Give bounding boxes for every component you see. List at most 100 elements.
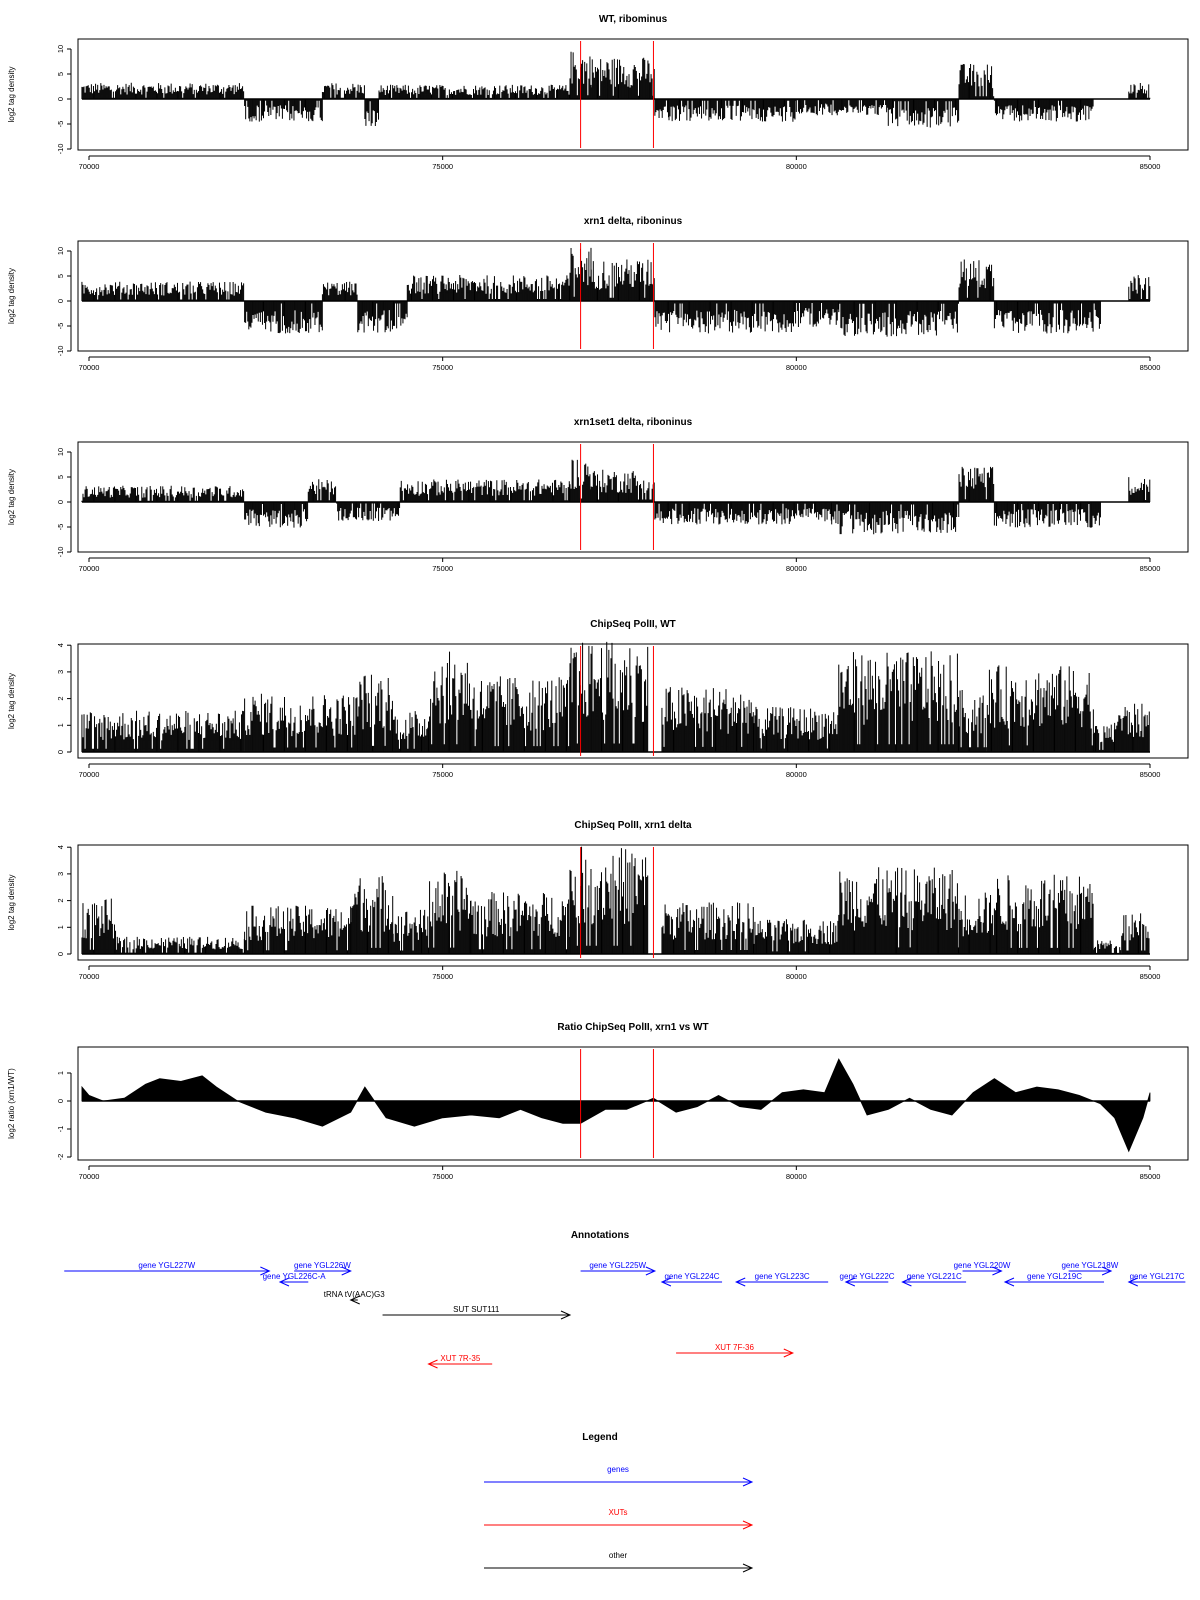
x-tick-label: 85000 — [1140, 1172, 1161, 1181]
chart-panel-2: xrn1 delta, riboninus log2 tag density 700… — [7, 216, 1189, 372]
bar-segment — [838, 867, 959, 954]
y-tick-label: 2 — [56, 697, 65, 701]
y-tick-label: 5 — [56, 475, 65, 479]
annotation-label: gene YGL223C — [755, 1272, 810, 1281]
y-axis-label: log2 tag density — [7, 66, 16, 122]
annotation-label: gene YGL224C — [664, 1272, 719, 1281]
bar-segment — [569, 247, 592, 301]
bar-segment — [81, 82, 245, 99]
bar-segment — [986, 665, 1094, 752]
x-tick-label: 85000 — [1140, 564, 1161, 573]
bar-segment — [470, 892, 571, 954]
annotation-label: gene YGL220W — [954, 1261, 1011, 1270]
y-tick-label: 2 — [56, 899, 65, 903]
bar-series — [81, 846, 1150, 954]
chart-title: xrn1set1 delta, riboninus — [574, 417, 693, 428]
x-tick-label: 80000 — [786, 972, 807, 981]
x-tick-label: 70000 — [79, 1172, 100, 1181]
bar-segment — [428, 870, 472, 954]
chart-title: ChipSeq PolII, WT — [590, 619, 676, 630]
bar-segment — [1092, 940, 1122, 954]
bar-segment — [428, 651, 472, 752]
annotation-gene: gene YGL226W — [294, 1261, 352, 1276]
y-tick-label: -5 — [56, 121, 65, 128]
y-tick-label: -10 — [56, 547, 65, 558]
legend-label: genes — [607, 1465, 629, 1474]
chart-panel-3: xrn1set1 delta, riboninus log2 tag densit… — [7, 417, 1189, 573]
bar-segment — [958, 892, 995, 954]
annotation-arrow-head — [349, 1295, 360, 1305]
annotation-gene: gene YGL218W — [1061, 1261, 1119, 1276]
annotation-label: tRNA tV(AAC)G3 — [324, 1290, 385, 1299]
x-tick-label: 85000 — [1140, 972, 1161, 981]
bar-segment — [661, 687, 754, 752]
bar-segment — [357, 301, 408, 333]
x-tick-label: 85000 — [1140, 363, 1161, 372]
y-tick-label: -5 — [56, 323, 65, 330]
x-tick-label: 75000 — [432, 770, 453, 779]
bar-segment — [753, 706, 839, 752]
annotation-label: gene YGL222C — [840, 1272, 895, 1281]
bar-segment — [1128, 275, 1151, 301]
bar-segment — [392, 711, 429, 752]
y-tick-label: 5 — [56, 72, 65, 76]
annotation-arrow-head — [427, 1359, 438, 1369]
y-tick-label: 0 — [56, 97, 65, 101]
bar-segment — [958, 64, 995, 99]
bar-segment — [470, 676, 571, 752]
legend-item-gene: genes — [484, 1465, 754, 1487]
bar-segment — [838, 301, 959, 337]
annotation-gene: gene YGL222C — [840, 1272, 895, 1287]
bar-segment — [364, 99, 380, 127]
bar-segment — [406, 275, 570, 301]
annotation-arrow-head — [734, 1277, 746, 1287]
bar-segment — [350, 876, 394, 954]
annotation-gene: gene YGL219C — [1003, 1272, 1105, 1287]
annotation-arrow-head — [1101, 1266, 1113, 1276]
annotation-label: gene YGL219C — [1027, 1272, 1082, 1281]
chart-title: xrn1 delta, riboninus — [584, 216, 683, 227]
bar-segment — [569, 459, 592, 502]
x-tick-label: 70000 — [79, 162, 100, 171]
x-tick-label: 75000 — [432, 564, 453, 573]
x-tick-label: 80000 — [786, 1172, 807, 1181]
bar-segment — [838, 651, 959, 752]
bar-segment — [569, 846, 649, 954]
bar-segment — [958, 466, 995, 502]
chart-title: Ratio ChipSeq PolII, xrn1 vs WT — [557, 1022, 708, 1033]
bar-segment — [244, 502, 309, 528]
x-tick-label: 70000 — [79, 770, 100, 779]
annotation-gene: gene YGL221C — [901, 1272, 967, 1287]
chart-panel-1: WT, ribominus log2 tag density 70000 75000 8… — [7, 14, 1189, 171]
x-tick-label: 75000 — [432, 1172, 453, 1181]
bar-segment — [244, 301, 323, 334]
bar-segment — [116, 936, 245, 954]
plot-frame — [77, 844, 1189, 961]
legend-label: other — [609, 1551, 628, 1560]
y-tick-label: 5 — [56, 274, 65, 278]
bar-segment — [795, 99, 889, 116]
bar-segment — [993, 874, 1094, 954]
bar-segment — [958, 259, 995, 301]
annotation-label: XUT 7F-36 — [715, 1343, 755, 1352]
bar-segment — [307, 479, 337, 502]
legend-item-xut: XUTs — [484, 1508, 754, 1530]
legend-arrow-head — [742, 1563, 754, 1573]
annotation-other: tRNA tV(AAC)G3 — [324, 1290, 385, 1305]
bar-segment — [399, 479, 570, 502]
y-tick-label: -2 — [56, 1154, 65, 1161]
annotation-arrow-head — [660, 1277, 672, 1287]
y-tick-label: 0 — [56, 1099, 65, 1103]
bar-segment — [795, 301, 839, 327]
y-tick-label: 4 — [56, 845, 65, 849]
plot-frame — [77, 441, 1189, 553]
annotation-arrow-head — [901, 1277, 912, 1287]
bar-series — [81, 459, 1151, 535]
bar-segment — [887, 99, 960, 128]
bar-segment — [244, 905, 352, 954]
y-tick-label: 4 — [56, 643, 65, 647]
y-tick-label: 1 — [56, 925, 65, 929]
y-tick-label: 10 — [56, 448, 65, 456]
y-axis-label: log2 tag density — [7, 673, 16, 729]
annotation-label: gene YGL226C-A — [263, 1272, 327, 1281]
